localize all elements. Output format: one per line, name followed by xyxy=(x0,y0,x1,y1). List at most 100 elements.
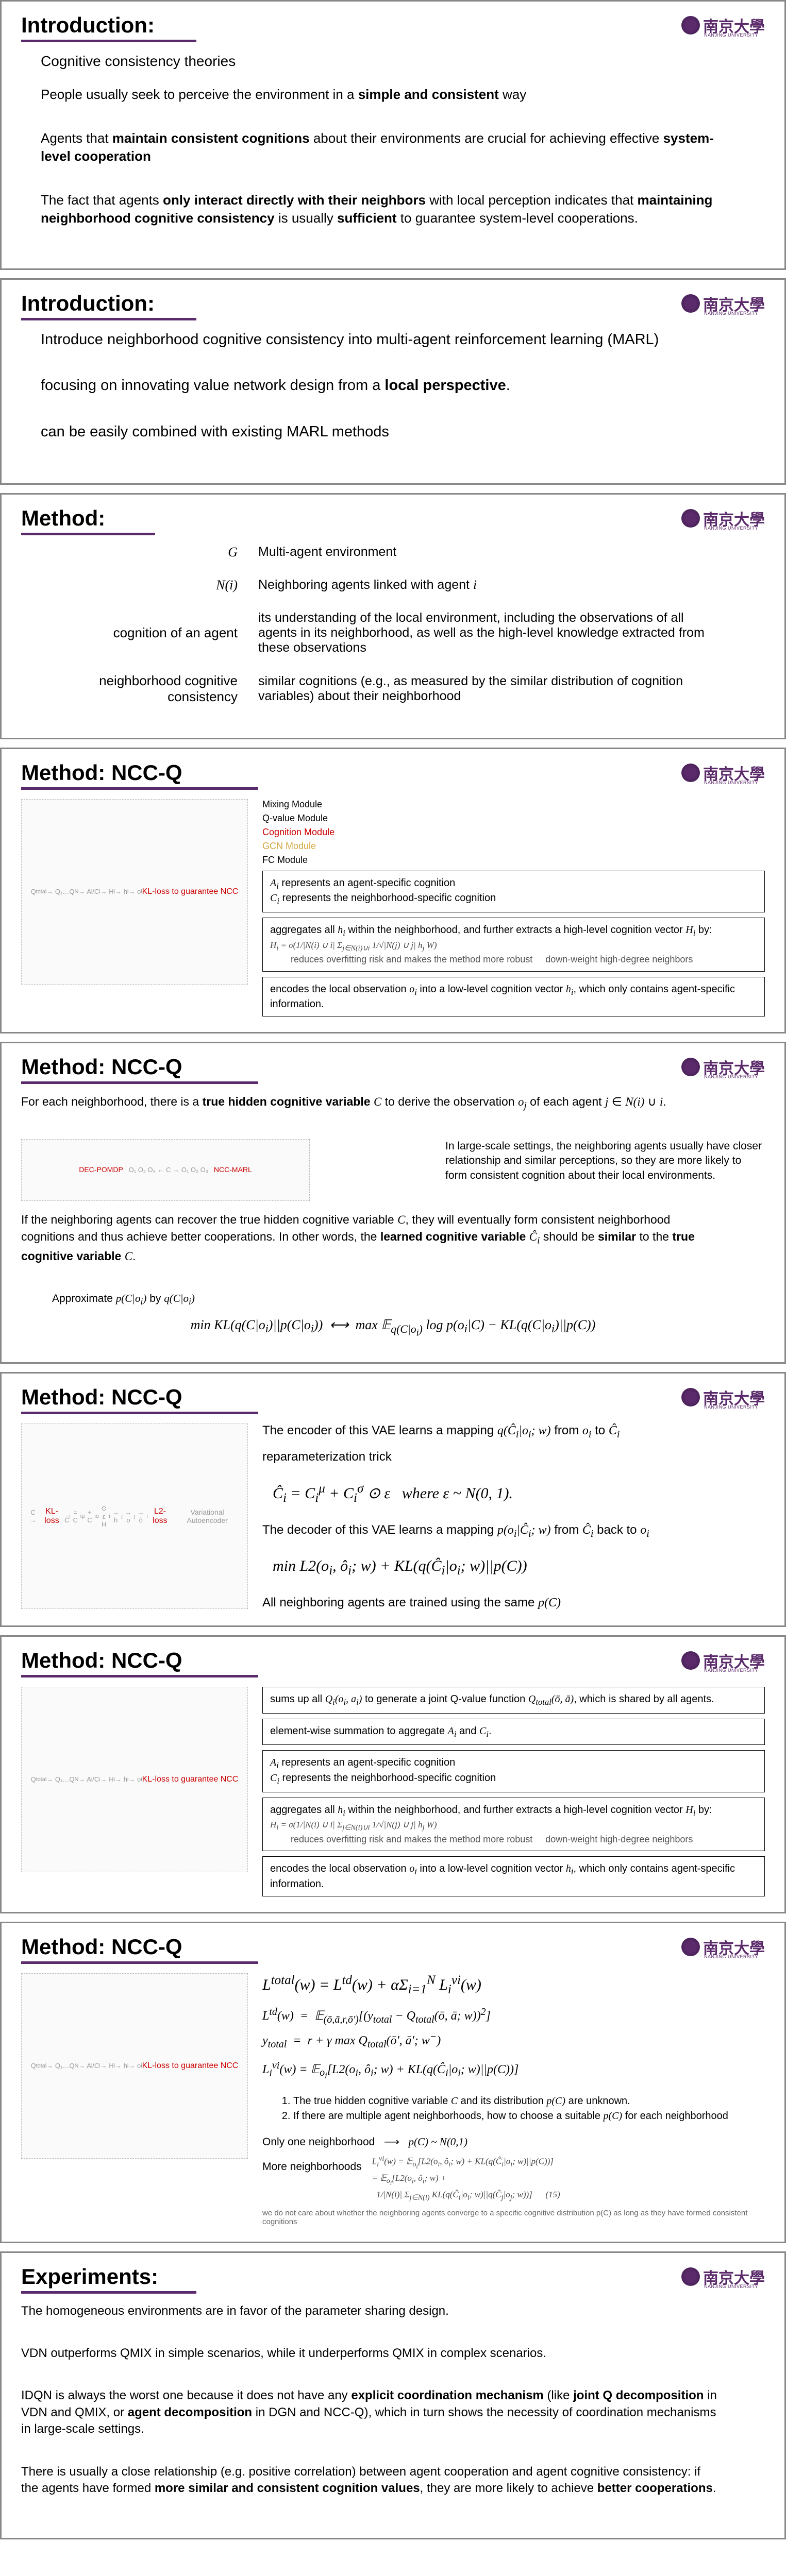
slide-method-defs: Method: 南京大學 NANJING UNIVERSITY G Multi-… xyxy=(0,493,786,739)
content: Qtotal → Q₁…QN → Ai/Ci → Hi → hi → oi KL… xyxy=(21,799,765,1017)
logo-badge-icon xyxy=(681,16,700,35)
para: The fact that agents only interact direc… xyxy=(41,191,737,227)
graph-row: DEC-POMDP O₁ O₂ O₃ ← C → O₁ O₂ O₃ NCC-MA… xyxy=(21,1139,765,1201)
logo-badge-icon xyxy=(681,1938,700,1956)
slide-title: Method: NCC-Q xyxy=(21,1648,182,1673)
slide-nccq-4: Method: NCC-Q 南京大學 NANJING UNIVERSITY Qt… xyxy=(0,1635,786,1913)
def-row: G Multi-agent environment xyxy=(26,545,765,560)
line: The decoder of this VAE learns a mapping… xyxy=(262,1523,765,1540)
module-labels: Mixing Module Q-value Module Cognition M… xyxy=(262,799,765,866)
slide-header: Experiments: 南京大學 NANJING UNIVERSITY xyxy=(21,2264,765,2289)
university-logo: 南京大學 NANJING UNIVERSITY xyxy=(681,761,765,784)
def-term: N(i) xyxy=(26,578,238,593)
slide-experiments: Experiments: 南京大學 NANJING UNIVERSITY The… xyxy=(0,2251,786,2540)
note-box: element-wise summation to aggregate Ai a… xyxy=(262,1719,765,1745)
university-logo: 南京大學 NANJING UNIVERSITY xyxy=(681,1056,765,1078)
approx-text: Approximate p(C|oi) by q(C|oi) xyxy=(52,1291,765,1308)
slide-nccq-3: Method: NCC-Q 南京大學 NANJING UNIVERSITY C … xyxy=(0,1372,786,1627)
slide-title: Experiments: xyxy=(21,2264,158,2289)
content: C → KL-loss Ĉi = Ciμ + Ciσ ⊙ ε Hi → hj →… xyxy=(21,1423,765,1610)
content: Qtotal → Q₁…QN → Ai/Ci → Hi → hi → oi KL… xyxy=(21,1973,765,2226)
slide-header: Method: NCC-Q 南京大學 NANJING UNIVERSITY xyxy=(21,1648,765,1673)
def-desc: Multi-agent environment xyxy=(258,545,722,560)
university-logo: 南京大學 NANJING UNIVERSITY xyxy=(681,507,765,530)
logo-badge-icon xyxy=(681,1058,700,1076)
title-rule xyxy=(21,787,258,790)
annotations: Mixing Module Q-value Module Cognition M… xyxy=(262,799,765,1017)
para: can be easily combined with existing MAR… xyxy=(41,422,737,442)
title-rule xyxy=(21,318,196,320)
definition-table: G Multi-agent environment N(i) Neighbori… xyxy=(26,545,765,705)
annotations: sums up all Qi(oi, ai) to generate a joi… xyxy=(262,1687,765,1896)
slide-body: Cognitive consistency theories People us… xyxy=(21,52,765,227)
slide-header: Introduction: 南京大學 NANJING UNIVERSITY xyxy=(21,291,765,316)
note-box: encodes the local observation oi into a … xyxy=(262,977,765,1017)
slide-header: Method: 南京大學 NANJING UNIVERSITY xyxy=(21,506,765,531)
gcn-equation: Hi = σ(1/|N(i) ∪ i| Σj∈N(i)∪i 1/√|N(j) ∪… xyxy=(270,939,757,954)
title-rule xyxy=(21,40,196,42)
def-row: neighborhood cognitive consistency simil… xyxy=(26,673,765,705)
logo-badge-icon xyxy=(681,509,700,528)
university-logo: 南京大學 NANJING UNIVERSITY xyxy=(681,14,765,37)
kl-loss-label: KL-loss to guarantee NCC xyxy=(142,2061,239,2071)
note-text: aggregates all hi within the neighborhoo… xyxy=(270,924,712,936)
logo-badge-icon xyxy=(681,1388,700,1406)
label-decpomdp: DEC-POMDP xyxy=(79,1165,123,1175)
title-rule xyxy=(21,1412,258,1414)
slide-header: Method: NCC-Q 南京大學 NANJING UNIVERSITY xyxy=(21,1385,765,1410)
module-label: Q-value Module xyxy=(262,813,765,824)
para: Introduce neighborhood cognitive consist… xyxy=(41,330,737,350)
subtitle: Cognitive consistency theories xyxy=(41,52,737,71)
slide-body: The homogeneous environments are in favo… xyxy=(21,2303,765,2497)
y-total: ytotal = r + γ max Qtotal(ō', ā'; w−) xyxy=(262,2031,765,2050)
graphical-model-diagram: DEC-POMDP O₁ O₂ O₃ ← C → O₁ O₂ O₃ NCC-MA… xyxy=(21,1139,310,1201)
gcn-equation: Hi = σ(1/|N(i) ∪ i| Σj∈N(i)∪i 1/√|N(j) ∪… xyxy=(270,1818,757,1834)
module-label: Mixing Module xyxy=(262,799,765,810)
logo-subtitle: NANJING UNIVERSITY xyxy=(704,526,758,531)
reparam-formula: Ĉi = Ciμ + Ciσ ⊙ ε where ε ~ N(0, 1). xyxy=(273,1482,765,1505)
td-loss: Ltd(w) = 𝔼(ō,ā,r,ō')[(ytotal − Qtotal(ō,… xyxy=(262,2006,765,2026)
case-one: Only one neighborhood ⟶ p(C) ~ N(0,1) xyxy=(262,2136,765,2148)
slide-intro-2: Introduction: 南京大學 NANJING UNIVERSITY In… xyxy=(0,278,786,484)
slide-header: Method: NCC-Q 南京大學 NANJING UNIVERSITY xyxy=(21,1935,765,1959)
logo-badge-icon xyxy=(681,2267,700,2286)
slide-nccq-2: Method: NCC-Q 南京大學 NANJING UNIVERSITY Fo… xyxy=(0,1042,786,1364)
slide-title: Method: NCC-Q xyxy=(21,760,182,785)
title-rule xyxy=(21,1081,258,1084)
mid-text: If the neighboring agents can recover th… xyxy=(21,1211,717,1265)
logo-subtitle: NANJING UNIVERSITY xyxy=(704,1404,758,1410)
para: Agents that maintain consistent cognitio… xyxy=(41,129,737,165)
intro-text: For each neighborhood, there is a true h… xyxy=(21,1093,717,1113)
logo-badge-icon xyxy=(681,764,700,782)
case-more-label: More neighborhoods xyxy=(262,2154,362,2173)
module-label: Cognition Module xyxy=(262,827,765,838)
def-term: cognition of an agent xyxy=(26,625,238,641)
para: There is usually a close relationship (e… xyxy=(21,2464,717,2497)
title-rule xyxy=(21,1675,258,1677)
loss-formula: min L2(oi, ôi; w) + KL(q(Ĉi|oi; w)||p(C)… xyxy=(273,1557,765,1578)
line: reparameterization trick xyxy=(262,1450,765,1464)
slide-title: Method: xyxy=(21,506,105,531)
content: Qtotal → Q₁…QN → Ai/Ci → Hi → hi → oi KL… xyxy=(21,1687,765,1896)
line: The encoder of this VAE learns a mapping… xyxy=(262,1423,765,1440)
logo-subtitle: NANJING UNIVERSITY xyxy=(704,1668,758,1673)
def-desc: Neighboring agents linked with agent i xyxy=(258,578,722,592)
logo-badge-icon xyxy=(681,294,700,313)
def-desc: similar cognitions (e.g., as measured by… xyxy=(258,674,722,704)
kl-loss-label: KL-loss to guarantee NCC xyxy=(142,887,239,896)
note-box: Ai represents an agent-specific cognitio… xyxy=(262,871,765,912)
issue: If there are multiple agent neighborhood… xyxy=(293,2110,765,2122)
university-logo: 南京大學 NANJING UNIVERSITY xyxy=(681,292,765,315)
case-more-row: More neighborhoods Livi(w) = 𝔼oi[L2(oi, … xyxy=(262,2154,765,2203)
title-rule xyxy=(21,533,155,535)
def-row: cognition of an agent its understanding … xyxy=(26,611,765,655)
kl-loss-label: KL-loss to guarantee NCC xyxy=(142,1775,239,1784)
note-text: aggregates all hi within the neighborhoo… xyxy=(270,1804,712,1816)
vi-loss: Livi(w) = 𝔼oi[L2(oi, ôi; w) + KL(q(Ĉi|oi… xyxy=(262,2060,765,2081)
university-logo: 南京大學 NANJING UNIVERSITY xyxy=(681,1386,765,1409)
issue: The true hidden cognitive variable C and… xyxy=(293,2095,765,2107)
note-box: Ai represents an agent-specific cognitio… xyxy=(262,1750,765,1792)
logo-subtitle: NANJING UNIVERSITY xyxy=(704,780,758,785)
diagram-caption: Variational Autoencoder xyxy=(172,1508,242,1524)
total-loss: Ltotal(w) = Ltd(w) + αΣi=1N Livi(w) xyxy=(262,1973,765,1997)
